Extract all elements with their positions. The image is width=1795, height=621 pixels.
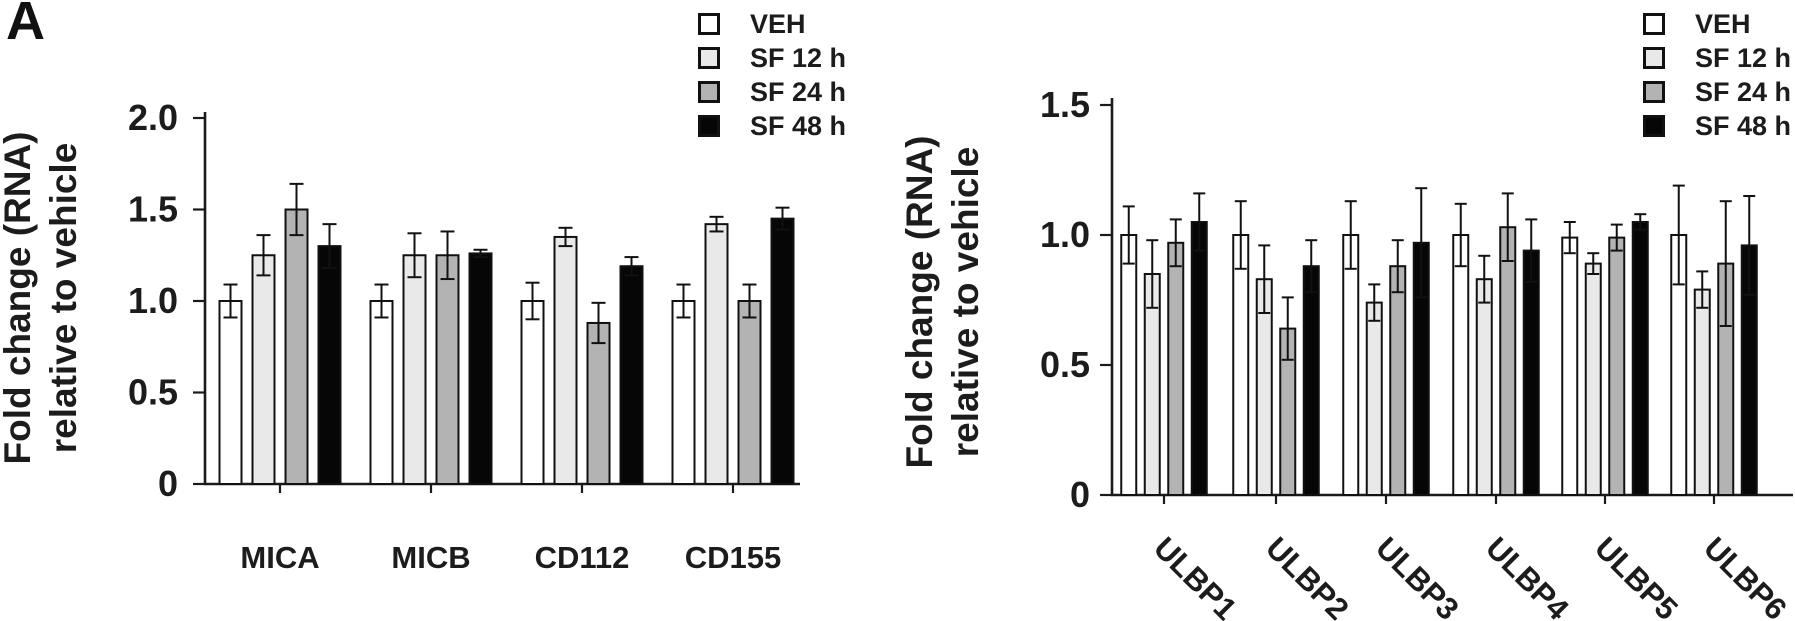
bar	[1522, 249, 1540, 496]
axes	[1110, 98, 1793, 497]
legend-label: SF 24 h	[1695, 77, 1792, 107]
bar	[1631, 221, 1649, 496]
bar	[402, 254, 427, 485]
ulbp-chart: 0 0.5 1.0 1.5 Fold change (RNA) relative to v…	[899, 84, 1794, 621]
bar	[1693, 288, 1711, 496]
y-axis-title-line: Fold change (RNA)	[0, 132, 38, 465]
legend-label: VEH	[1695, 9, 1751, 39]
bar	[553, 235, 578, 485]
x-category-label: ULBP1	[1147, 530, 1244, 621]
legend-label: SF 48 h	[1695, 111, 1792, 141]
x-category-label: ULBP5	[1588, 530, 1685, 621]
legend-swatch	[1643, 81, 1665, 103]
bar	[1475, 278, 1493, 497]
bar	[1167, 241, 1185, 496]
y-axis-title: Fold change (RNA) relative to vehicle	[0, 132, 84, 465]
legend-item: SF 48 h	[1643, 111, 1792, 141]
bar	[1584, 262, 1602, 496]
y-ticks: 0 0.5 1.0 1.5	[1040, 84, 1112, 515]
bar	[218, 300, 243, 485]
bars	[1120, 221, 1758, 497]
y-tick-label: 2.0	[128, 97, 178, 138]
panel-label: A	[6, 0, 45, 51]
bars	[218, 208, 795, 486]
y-tick-label: 1.0	[1040, 214, 1090, 255]
bar	[1452, 234, 1470, 496]
x-ticks-and-labels: MICA MICB CD112 CD155	[240, 484, 781, 575]
bar	[468, 252, 493, 485]
legend-item: SF 12 h	[698, 43, 847, 73]
x-category-label: CD155	[685, 540, 782, 575]
bar	[1342, 234, 1360, 496]
bar	[1608, 236, 1626, 496]
y-tick-label: 0.5	[128, 372, 178, 413]
legend-label: SF 12 h	[1695, 43, 1792, 73]
legend-swatch	[1643, 13, 1665, 35]
bar	[1499, 226, 1517, 496]
y-tick-label: 0	[158, 463, 178, 504]
legend-right: VEH SF 12 h SF 24 h SF 48 h	[1643, 9, 1792, 141]
bar	[1190, 221, 1208, 496]
legend-swatch	[698, 47, 720, 69]
bar	[1232, 234, 1250, 496]
legend-swatch	[1643, 115, 1665, 137]
error-bars	[223, 182, 790, 345]
bar	[1365, 301, 1383, 496]
bar	[1302, 265, 1320, 497]
y-axis-title: Fold change (RNA) relative to vehicle	[899, 136, 986, 469]
y-axis-title-line: Fold change (RNA)	[899, 136, 940, 469]
legend-swatch	[698, 13, 720, 35]
x-category-label: ULBP4	[1479, 530, 1576, 621]
x-category-label: ULBP2	[1259, 530, 1356, 621]
y-axis-title-line: relative to vehicle	[43, 143, 84, 454]
x-category-label: MICA	[240, 540, 319, 575]
bar	[770, 217, 795, 485]
y-tick-label: 1.0	[128, 280, 178, 321]
bar	[317, 245, 342, 485]
bar	[737, 300, 762, 485]
y-tick-label: 0	[1070, 474, 1090, 515]
bar	[671, 300, 696, 485]
x-ticks-and-labels: ULBP1 ULBP2 ULBP3 ULBP4 ULBP5 ULBP6	[1147, 495, 1794, 621]
error-bars	[1122, 184, 1756, 361]
bar	[586, 321, 611, 485]
y-ticks: 0 0.5 1.0 1.5 2.0	[128, 97, 205, 504]
mica-micb-cd112-cd155-chart: 0 0.5 1.0 1.5 2.0 Fold change (RNA) relative t…	[0, 97, 800, 575]
legend-item: VEH	[1643, 9, 1791, 39]
bar	[1389, 265, 1407, 497]
bar	[1561, 236, 1579, 496]
legend-item: SF 24 h	[698, 77, 847, 107]
legend-swatch	[698, 115, 720, 137]
x-category-label: CD112	[535, 540, 630, 575]
x-category-label: MICB	[391, 540, 470, 575]
legend-label: SF 48 h	[750, 111, 847, 141]
bar	[435, 254, 460, 485]
y-axis-title-line: relative to vehicle	[945, 147, 986, 458]
legend-swatch	[698, 81, 720, 103]
y-tick-label: 1.5	[128, 189, 178, 230]
y-tick-label: 0.5	[1040, 344, 1090, 385]
bar	[619, 265, 644, 486]
legend-label: SF 12 h	[750, 43, 847, 73]
legend-label: VEH	[750, 9, 806, 39]
bar	[369, 300, 394, 485]
bar	[704, 223, 729, 485]
legend-swatch	[1643, 47, 1665, 69]
x-category-label: ULBP6	[1697, 530, 1794, 621]
x-category-label: ULBP3	[1369, 530, 1466, 621]
bar	[284, 208, 309, 485]
legend-item: SF 24 h	[1643, 77, 1792, 107]
bar	[1120, 234, 1138, 496]
bar	[520, 300, 545, 485]
legend-left: VEH SF 12 h SF 24 h SF 48 h	[698, 9, 847, 141]
bar	[251, 254, 276, 485]
y-tick-label: 1.5	[1040, 84, 1090, 125]
legend-item: SF 48 h	[698, 111, 847, 141]
legend-label: SF 24 h	[750, 77, 847, 107]
legend-item: SF 12 h	[1643, 43, 1792, 73]
legend-item: VEH	[698, 9, 846, 39]
